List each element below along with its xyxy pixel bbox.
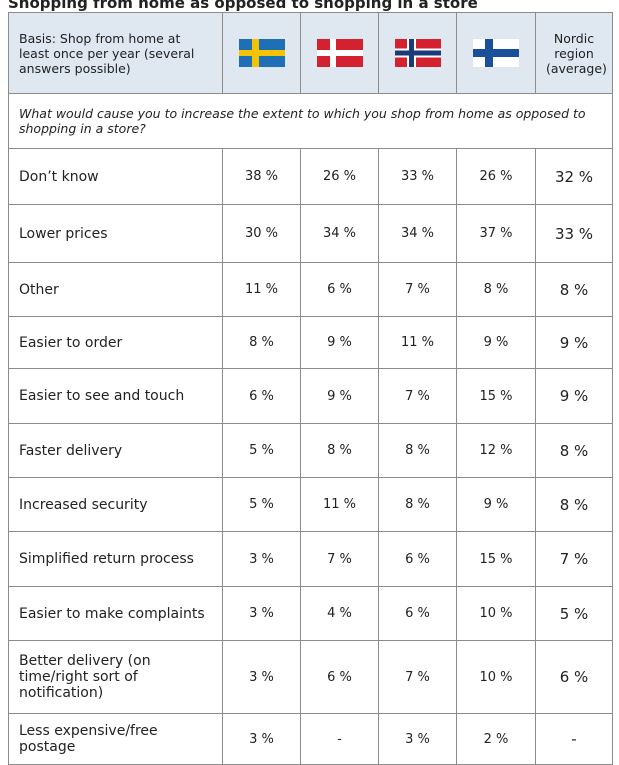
value-cell: 33 % [378,148,457,205]
question-row: What would cause you to increase the ext… [8,93,613,149]
flag-denmark [316,39,363,67]
page: Shopping from home as opposed to shoppin… [8,0,613,765]
value-cell: 7 % [378,368,457,424]
value-cell: 6 % [378,586,457,641]
question: What would cause you to increase the ext… [8,93,613,149]
value-cell: 26 % [456,148,536,205]
value-cell: 5 % [535,586,613,641]
value-cell: 33 % [535,204,613,263]
value-cell: - [535,713,613,765]
value-cell: 30 % [222,204,301,263]
value-cell: 3 % [378,713,457,765]
value-cell: 11 % [378,316,457,369]
value-cell: 5 % [222,477,301,532]
data-row: Other 11 % 6 % 7 % 8 % 8 % [8,262,613,317]
flag-norway [394,39,441,67]
row-label: Other [8,262,223,317]
value-cell: 9 % [535,368,613,424]
row-label: Don’t know [8,148,223,205]
data-row: Better delivery (on time/right sort of n… [8,640,613,714]
value-cell: 8 % [456,262,536,317]
value-cell: - [300,713,379,765]
value-cell: 6 % [222,368,301,424]
value-cell: 3 % [222,586,301,641]
value-cell: 3 % [222,713,301,765]
flag-cell [456,12,536,94]
value-cell: 32 % [535,148,613,205]
value-cell: 6 % [378,531,457,587]
flag-cell [378,12,457,94]
value-cell: 11 % [222,262,301,317]
row-label: Increased security [8,477,223,532]
value-cell: 37 % [456,204,536,263]
row-label: Easier to order [8,316,223,369]
value-cell: 8 % [378,423,457,478]
value-cell: 10 % [456,586,536,641]
value-cell: 8 % [300,423,379,478]
row-label: Easier to see and touch [8,368,223,424]
data-row: Easier to make complaints 3 % 4 % 6 % 10 % 5 … [8,586,613,641]
row-label: Lower prices [8,204,223,263]
value-cell: 9 % [300,368,379,424]
row-label: Simplified return process [8,531,223,587]
row-label: Faster delivery [8,423,223,478]
value-cell: 8 % [535,477,613,532]
value-cell: 4 % [300,586,379,641]
flag-cell [222,12,301,94]
value-cell: 9 % [535,316,613,369]
row-label: Easier to make complaints [8,586,223,641]
value-cell: 3 % [222,531,301,587]
data-row: Simplified return process 3 % 7 % 6 % 15 % 7 … [8,531,613,587]
value-cell: 26 % [300,148,379,205]
value-cell: 8 % [378,477,457,532]
row-label: Less expensive/free postage [8,713,223,765]
row-label: Better delivery (on time/right sort of n… [8,640,223,714]
title: Shopping from home as opposed to shoppin… [8,0,478,12]
value-cell: 9 % [456,316,536,369]
value-cell: 3 % [222,640,301,714]
value-cell: 7 % [378,640,457,714]
value-cell: 5 % [222,423,301,478]
data-row: Easier to order 8 % 9 % 11 % 9 % 9 % [8,316,613,369]
data-row: Don’t know 38 % 26 % 33 % 26 % 32 % [8,148,613,205]
value-cell: 10 % [456,640,536,714]
data-row: Lower prices 30 % 34 % 34 % 37 % 33 % [8,204,613,263]
value-cell: 15 % [456,531,536,587]
table: Basis: Shop from home at least once per … [8,12,613,765]
flag-sweden [238,39,285,67]
data-row: Less expensive/free postage 3 % -3 % 2 % - [8,713,613,765]
data-row: Faster delivery 5 % 8 % 8 % 12 % 8 % [8,423,613,478]
data-row: Increased security 5 % 11 % 8 % 9 % 8 % [8,477,613,532]
value-cell: 7 % [378,262,457,317]
value-cell: 9 % [300,316,379,369]
value-cell: 9 % [456,477,536,532]
value-cell: 6 % [535,640,613,714]
header-cell: Basis: Shop from home at least once per … [8,12,223,94]
value-cell: 38 % [222,148,301,205]
value-cell: 12 % [456,423,536,478]
value-cell: 8 % [535,262,613,317]
value-cell: 34 % [378,204,457,263]
header-row: Basis: Shop from home at least once per … [8,12,613,94]
value-cell: 6 % [300,262,379,317]
value-cell: 7 % [300,531,379,587]
value-cell: 11 % [300,477,379,532]
value-cell: 8 % [222,316,301,369]
value-cell: 8 % [535,423,613,478]
data-row: Easier to see and touch 6 % 9 % 7 % 15 % 9 % [8,368,613,424]
flag-finland [473,39,519,67]
value-cell: 34 % [300,204,379,263]
header-cell: Nordic region (average) [535,12,613,94]
flag-cell [300,12,379,94]
value-cell: 7 % [535,531,613,587]
value-cell: 6 % [300,640,379,714]
value-cell: 15 % [456,368,536,424]
value-cell: 2 % [456,713,536,765]
